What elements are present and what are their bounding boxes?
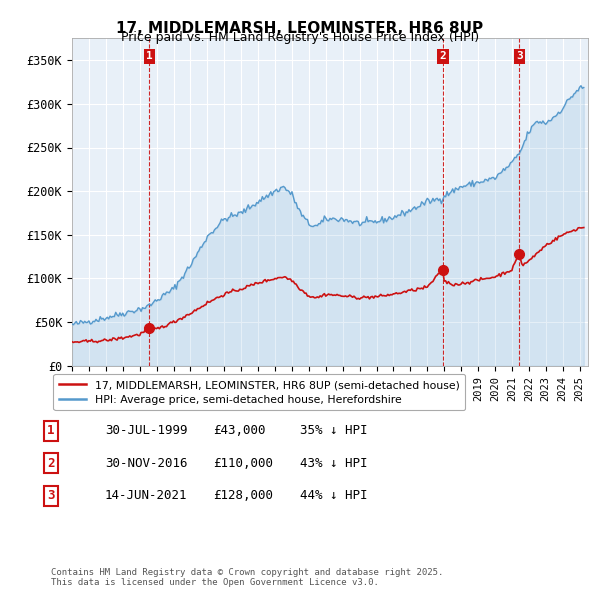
Text: Price paid vs. HM Land Registry's House Price Index (HPI): Price paid vs. HM Land Registry's House … [121, 31, 479, 44]
Legend: 17, MIDDLEMARSH, LEOMINSTER, HR6 8UP (semi-detached house), HPI: Average price, : 17, MIDDLEMARSH, LEOMINSTER, HR6 8UP (se… [53, 374, 465, 411]
Text: £43,000: £43,000 [213, 424, 265, 437]
Text: 14-JUN-2021: 14-JUN-2021 [105, 489, 187, 502]
Text: £110,000: £110,000 [213, 457, 273, 470]
Text: 3: 3 [516, 51, 523, 61]
Text: 3: 3 [47, 489, 55, 502]
Text: 2: 2 [439, 51, 446, 61]
Text: 30-JUL-1999: 30-JUL-1999 [105, 424, 187, 437]
Text: 2: 2 [47, 457, 55, 470]
Text: 1: 1 [146, 51, 153, 61]
Text: £128,000: £128,000 [213, 489, 273, 502]
Text: Contains HM Land Registry data © Crown copyright and database right 2025.
This d: Contains HM Land Registry data © Crown c… [51, 568, 443, 587]
Text: 17, MIDDLEMARSH, LEOMINSTER, HR6 8UP: 17, MIDDLEMARSH, LEOMINSTER, HR6 8UP [116, 21, 484, 35]
Text: 1: 1 [47, 424, 55, 437]
Text: 35% ↓ HPI: 35% ↓ HPI [300, 424, 367, 437]
Text: 30-NOV-2016: 30-NOV-2016 [105, 457, 187, 470]
Text: 44% ↓ HPI: 44% ↓ HPI [300, 489, 367, 502]
Text: 43% ↓ HPI: 43% ↓ HPI [300, 457, 367, 470]
